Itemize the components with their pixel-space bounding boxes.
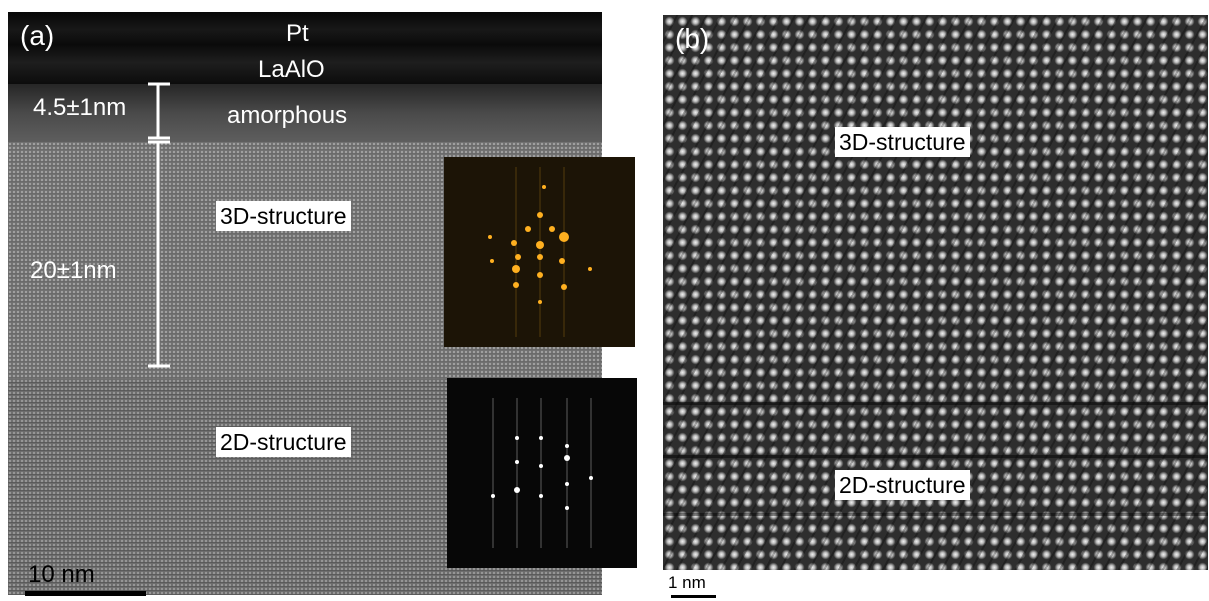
tem-image-panel-b: (b) 3D-structure 2D-structure [663,15,1208,570]
thickness-markers [148,82,170,368]
panel-a-letter: (a) [20,20,55,51]
fft-3d-pattern [488,167,592,337]
fft-2d-pattern [491,398,593,548]
fft-inset-2d [447,378,637,568]
scale-bar-a [25,591,146,596]
structure-thickness-label: 20±1nm [30,257,117,284]
pt-layer [8,12,602,84]
pt-label: Pt [286,20,309,47]
structure-3d-tag-a: 3D-structure [216,201,351,231]
interface-line [663,402,1208,405]
scale-label-a: 10 nm [28,561,95,588]
laalo-label: LaAlO [258,56,325,83]
interface-line [663,455,1208,458]
amorphous-thickness-label: 4.5±1nm [33,94,127,121]
scale-bar-b [671,595,716,598]
structure-2d-tag-a: 2D-structure [216,427,351,457]
amorphous-label: amorphous [227,102,348,129]
fft-inset-3d [444,157,635,347]
interface-line [663,513,1208,516]
panel-b-letter: (b) [675,23,710,54]
scale-label-b: 1 nm [668,573,706,592]
amorphous-layer [8,84,602,142]
structure-3d-tag-b: 3D-structure [835,127,970,157]
structure-2d-tag-b: 2D-structure [835,470,970,500]
